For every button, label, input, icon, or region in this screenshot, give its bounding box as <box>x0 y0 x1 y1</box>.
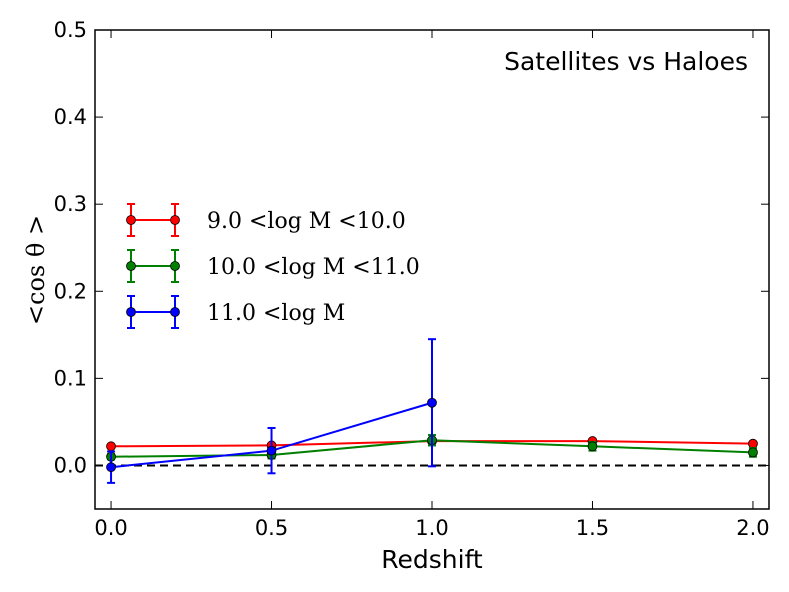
y-tick-label: 0.0 <box>54 453 87 477</box>
legend-marker <box>126 215 136 225</box>
data-point <box>587 441 598 452</box>
legend-marker <box>126 307 136 317</box>
y-tick-label: 0.4 <box>54 105 87 129</box>
y-tick-label: 0.5 <box>54 18 87 42</box>
chart-title: Satellites vs Haloes <box>504 47 748 76</box>
legend-label: 9.0 <log M <10.0 <box>207 209 406 234</box>
legend-marker <box>126 261 136 271</box>
x-tick-label: 1.5 <box>576 516 609 540</box>
data-point <box>427 397 437 408</box>
data-point <box>266 445 277 456</box>
series-3 <box>106 338 437 484</box>
legend-marker <box>170 307 180 317</box>
data-point <box>748 447 758 458</box>
legend-item: 9.0 <log M <10.0 <box>126 203 406 237</box>
legend-marker <box>170 261 180 271</box>
y-tick-label: 0.3 <box>54 192 87 216</box>
x-tick-label: 0.5 <box>255 516 288 540</box>
y-tick-label: 0.2 <box>54 279 87 303</box>
x-tick-label: 1.0 <box>415 516 448 540</box>
legend-label: 10.0 <log M <11.0 <box>207 255 420 280</box>
legend-item: 11.0 <log M <box>126 295 345 329</box>
x-tick-label: 0.0 <box>94 516 127 540</box>
series-group <box>106 338 758 484</box>
data-point <box>748 438 758 449</box>
legend: 9.0 <log M <10.0 10.0 <log M <11.0 11.0 <l… <box>126 203 420 329</box>
tick-labels: 0.0 0.5 1.0 1.5 2.0 0.0 0.1 0.2 0.3 0.4 0.5 <box>54 18 770 540</box>
x-tick-label: 2.0 <box>736 516 769 540</box>
legend-item: 10.0 <log M <11.0 <box>126 249 420 283</box>
data-point <box>106 441 116 452</box>
legend-label: 11.0 <log M <box>207 301 345 326</box>
data-point <box>106 462 116 473</box>
x-axis-label: Redshift <box>381 545 483 574</box>
y-tick-label: 0.1 <box>54 366 87 390</box>
plot-frame <box>94 29 770 510</box>
legend-marker <box>170 215 180 225</box>
y-axis-label: <cos θ > <box>22 215 50 325</box>
